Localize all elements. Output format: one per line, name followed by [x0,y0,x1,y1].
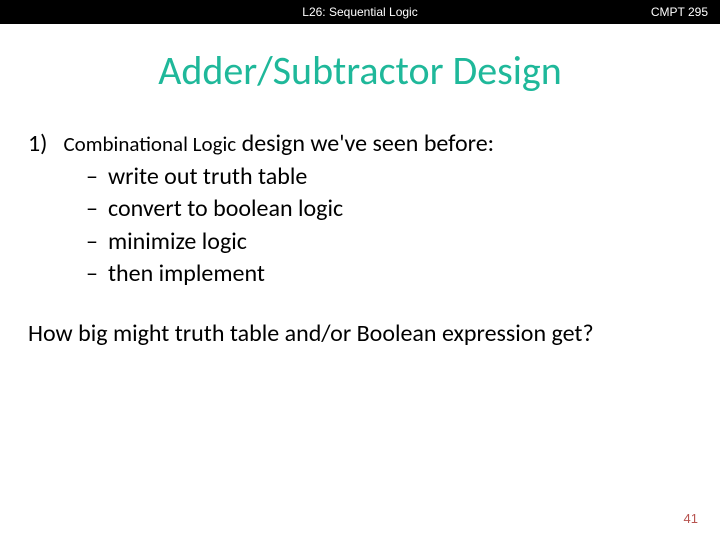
sub-item: –minimize logic [86,226,692,258]
content-area: 1) Combinational Logic design we've seen… [0,129,720,349]
sub-item-text: minimize logic [108,227,247,256]
sub-item: –write out truth table [86,161,692,193]
dash-icon: – [86,193,108,225]
list-prefix: Combinational Logic [63,131,236,157]
sub-item: –convert to boolean logic [86,193,692,225]
course-label: CMPT 295 [651,5,708,19]
slide-title: Adder/Subtractor Design [0,46,720,95]
header-bar: L26: Sequential Logic CMPT 295 [0,0,720,24]
sub-item: –then implement [86,258,692,290]
lecture-label: L26: Sequential Logic [302,5,417,19]
list-rest: design we've seen before: [236,129,494,158]
sub-item-text: write out truth table [108,162,307,191]
dash-icon: – [86,258,108,290]
main-list-item: 1) Combinational Logic design we've seen… [28,129,692,159]
dash-icon: – [86,161,108,193]
sub-item-text: convert to boolean logic [108,194,343,223]
dash-icon: – [86,226,108,258]
page-number: 41 [684,511,698,526]
sub-list: –write out truth table –convert to boole… [86,161,692,291]
question-text: How big might truth table and/or Boolean… [28,319,692,349]
list-number: 1) [28,129,58,159]
sub-item-text: then implement [108,259,265,288]
